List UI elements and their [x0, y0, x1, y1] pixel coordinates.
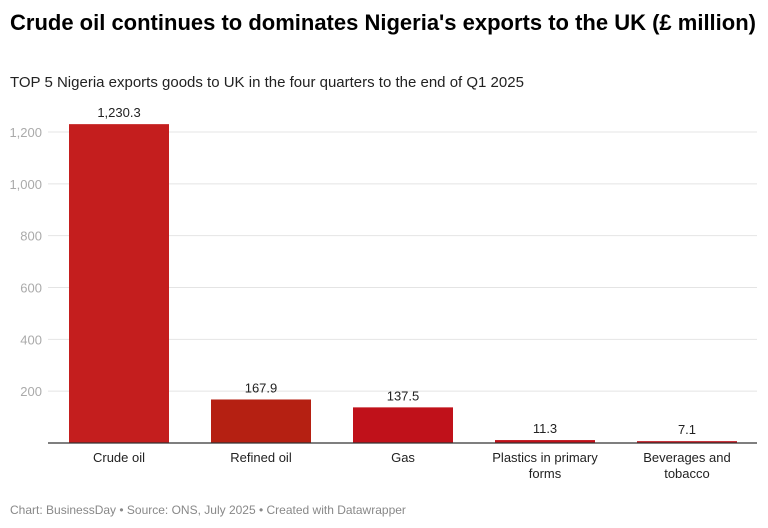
chart-footer: Chart: BusinessDay • Source: ONS, July 2… — [10, 503, 406, 517]
bar-2 — [353, 407, 453, 443]
bar-1 — [211, 399, 311, 443]
chart-subtitle: TOP 5 Nigeria exports goods to UK in the… — [10, 74, 524, 91]
x-category-label: Crude oil — [93, 450, 145, 465]
y-tick-label: 600 — [20, 281, 42, 296]
value-label: 137.5 — [387, 388, 420, 403]
bar-3 — [495, 440, 595, 443]
x-category-label: Gas — [391, 450, 415, 465]
x-category-label: Refined oil — [230, 450, 292, 465]
chart-title: Crude oil continues to dominates Nigeria… — [10, 10, 756, 35]
y-tick-label: 1,000 — [9, 177, 42, 192]
x-category-label: forms — [529, 466, 562, 481]
bar-0 — [69, 124, 169, 443]
value-label: 167.9 — [245, 380, 278, 395]
bar-4 — [637, 441, 737, 443]
x-category-label: tobacco — [664, 466, 710, 481]
y-tick-label: 1,200 — [9, 125, 42, 140]
value-label: 11.3 — [533, 421, 557, 436]
x-category-label: Plastics in primary — [492, 450, 598, 465]
value-label: 1,230.3 — [97, 105, 140, 120]
y-tick-label: 800 — [20, 229, 42, 244]
y-tick-label: 400 — [20, 332, 42, 347]
value-label: 7.1 — [678, 422, 696, 437]
x-category-label: Beverages and — [643, 450, 730, 465]
y-tick-label: 200 — [20, 384, 42, 399]
